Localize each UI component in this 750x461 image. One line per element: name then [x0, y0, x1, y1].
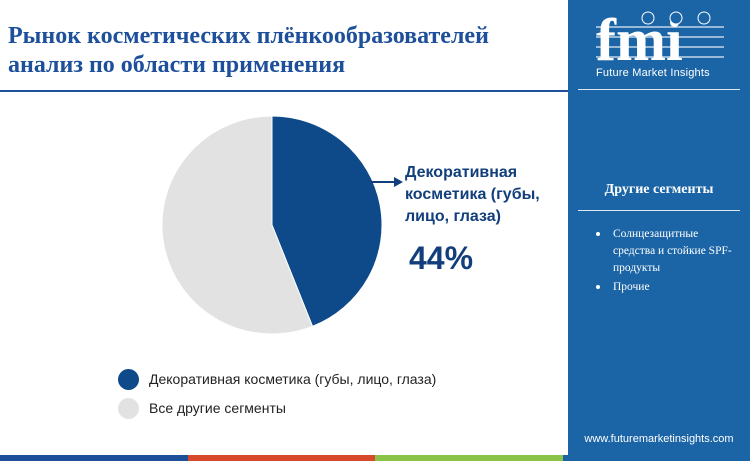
legend-label: Все другие сегменты [149, 400, 286, 416]
legend-item: Все другие сегменты [118, 397, 436, 419]
website-url[interactable]: www.futuremarketinsights.com [584, 433, 734, 445]
page-title: Рынок косметических плёнкообразователей … [8, 22, 568, 80]
pie-slice-1 [161, 115, 314, 335]
stripe-segment [187, 455, 375, 461]
chart-legend: Декоративная косметика (губы, лицо, глаз… [118, 368, 436, 426]
stripe-segment [375, 455, 563, 461]
sidebar-divider-top [578, 89, 740, 90]
other-segments-list: Солнцезащитные средства и стойкие SPF-пр… [596, 226, 736, 298]
segment-item: Прочие [596, 279, 736, 296]
stripe-segment [0, 455, 188, 461]
callout-arrow [370, 177, 403, 187]
fmi-logo: fmi [596, 10, 724, 73]
stripe-segment [562, 455, 750, 461]
legend-label: Декоративная косметика (губы, лицо, глаз… [149, 371, 437, 387]
title-divider [0, 90, 568, 92]
legend-swatch-other [118, 397, 139, 419]
brand-name: Future Market Insights [596, 67, 710, 79]
callout-label: Декоративная косметика (губы, лицо, глаз… [405, 164, 540, 225]
legend-item: Декоративная косметика (губы, лицо, глаз… [118, 368, 436, 390]
sidebar-divider-segments [578, 210, 740, 211]
title-line-1: Рынок косметических плёнкообразователей [8, 23, 489, 49]
logo-text: fmi [596, 10, 683, 73]
pie-chart [161, 115, 383, 335]
callout-percentage: 44% [409, 240, 474, 276]
legend-swatch-decorative [118, 368, 139, 390]
globe-icons [641, 11, 711, 25]
sidebar-panel [568, 0, 750, 461]
title-line-2: анализ по области применения [8, 52, 346, 78]
other-segments-heading: Другие сегменты [604, 182, 714, 197]
bottom-color-stripe [0, 455, 750, 461]
segment-item: Солнцезащитные средства и стойкие SPF-пр… [596, 226, 736, 277]
pie-slice-0 [271, 115, 383, 327]
